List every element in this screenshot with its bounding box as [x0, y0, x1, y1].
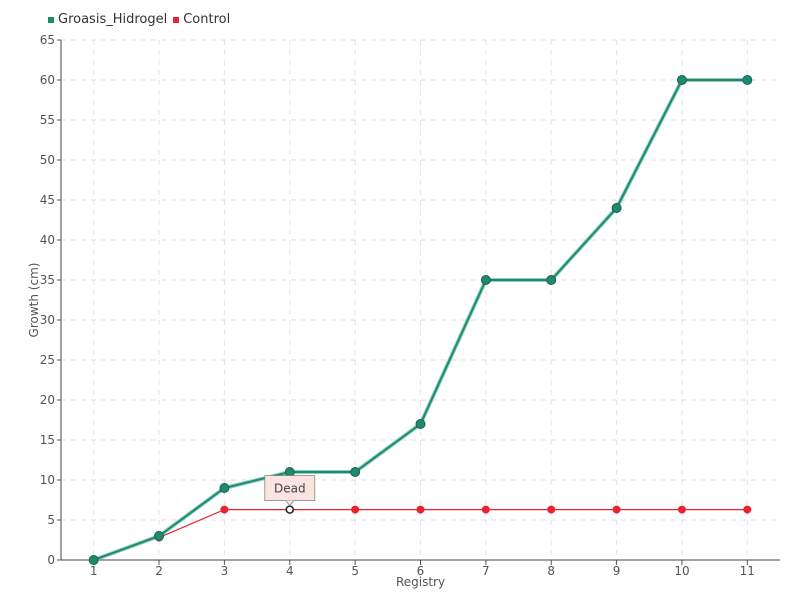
legend-label-control: Control — [183, 12, 231, 27]
x-tick-label: 6 — [417, 564, 425, 578]
x-axis-title: Registry — [396, 575, 445, 589]
point-control[interactable] — [481, 505, 490, 514]
legend-swatch-groasis — [48, 16, 54, 23]
y-tick-label: 20 — [40, 393, 55, 407]
x-tick-label: 1 — [90, 564, 98, 578]
point-groasis[interactable] — [284, 467, 295, 477]
annotation-label: Dead — [274, 482, 306, 496]
legend-item-groasis[interactable]: Groasis_Hidrogel — [48, 12, 167, 27]
y-tick-label: 60 — [40, 73, 55, 87]
y-axis-title: Growth (cm) — [27, 263, 41, 338]
point-groasis[interactable] — [154, 531, 165, 541]
point-groasis[interactable] — [415, 419, 426, 429]
point-control[interactable] — [547, 505, 556, 514]
y-tick-label: 0 — [47, 553, 55, 567]
point-control[interactable] — [351, 505, 360, 514]
y-tick-label: 25 — [40, 353, 55, 367]
x-tick-label: 2 — [155, 564, 163, 578]
point-groasis[interactable] — [611, 203, 622, 213]
point-groasis[interactable] — [219, 483, 230, 493]
point-groasis[interactable] — [676, 75, 687, 85]
point-control-dead[interactable] — [285, 505, 295, 514]
point-control[interactable] — [743, 505, 752, 514]
legend-label-groasis: Groasis_Hidrogel — [58, 12, 168, 27]
point-groasis[interactable] — [480, 275, 491, 285]
x-tick-label: 7 — [482, 564, 490, 578]
y-tick-label: 30 — [40, 313, 55, 327]
point-groasis[interactable] — [546, 275, 557, 285]
legend-item-control[interactable]: Control — [173, 12, 230, 27]
annotation-pointer — [285, 500, 295, 507]
x-tick-label: 9 — [613, 564, 621, 578]
x-tick-label: 11 — [740, 564, 755, 578]
y-tick-label: 45 — [40, 193, 55, 207]
x-tick-label: 4 — [286, 564, 294, 578]
point-control[interactable] — [612, 505, 621, 514]
point-control[interactable] — [677, 505, 686, 514]
y-tick-label: 10 — [40, 473, 55, 487]
x-tick-label: 3 — [221, 564, 229, 578]
y-tick-label: 40 — [40, 233, 55, 247]
x-tick-label: 10 — [674, 564, 689, 578]
x-tick-label: 8 — [547, 564, 555, 578]
point-groasis[interactable] — [350, 467, 361, 477]
point-control[interactable] — [416, 505, 425, 514]
y-tick-label: 5 — [47, 513, 55, 527]
y-tick-label: 35 — [40, 273, 55, 287]
legend-swatch-control — [173, 16, 180, 23]
y-tick-label: 65 — [40, 33, 55, 47]
point-groasis[interactable] — [88, 555, 99, 565]
point-control[interactable] — [220, 505, 229, 514]
y-tick-label: 55 — [40, 113, 55, 127]
x-tick-label: 5 — [351, 564, 359, 578]
y-tick-label: 15 — [40, 433, 55, 447]
chart-legend: Groasis_Hidrogel Control — [48, 12, 236, 27]
point-groasis[interactable] — [742, 75, 753, 85]
y-tick-label: 50 — [40, 153, 55, 167]
